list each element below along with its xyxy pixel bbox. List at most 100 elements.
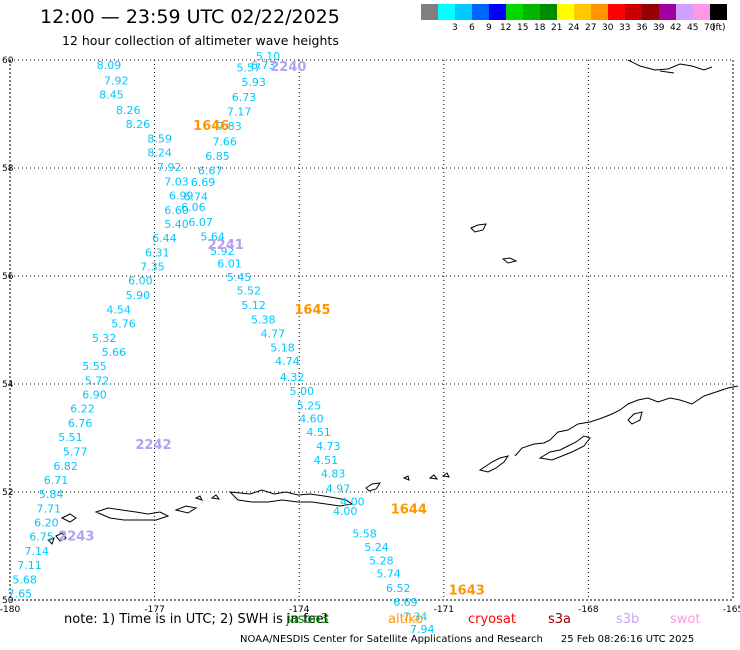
island-andreanof-group — [228, 489, 354, 507]
wave-height-value: 4.77 — [261, 328, 286, 341]
wave-height-value: 5.18 — [270, 342, 295, 355]
lon-tick-label: -171 — [434, 605, 454, 615]
legend-swatch — [421, 4, 438, 20]
aleutian-coastline — [47, 59, 739, 545]
legend-swatch — [710, 4, 727, 20]
wave-height-value: 6.99 — [169, 189, 194, 202]
wave-height-value: 6.31 — [145, 247, 170, 260]
lat-tick-label: 60 — [2, 56, 14, 66]
lat-lon-grid — [9, 59, 734, 601]
lon-tick-label: -177 — [144, 605, 164, 615]
legend-swatch — [557, 4, 574, 20]
legend-swatch — [472, 4, 489, 20]
wave-height-value: 6.90 — [82, 389, 107, 402]
wave-height-value: 5.66 — [102, 346, 127, 359]
lon-tick-label: -165 — [723, 605, 740, 615]
legend-swatch — [574, 4, 591, 20]
satellite-legend-s3a: s3a — [548, 612, 572, 627]
legend-label: 30 — [602, 23, 614, 33]
axis-tick-labels: -180 -177 -174 -171 -168 -165 60 58 56 54 52 50 — [0, 56, 740, 615]
wave-height-value: 5.58 — [352, 527, 377, 540]
wave-height-value: 4.83 — [321, 467, 346, 480]
legend-swatch — [676, 4, 693, 20]
legend-swatch — [523, 4, 540, 20]
wave-height-value: 5.93 — [241, 76, 265, 89]
credit-text: NOAA/NESDIS Center for Satellite Applica… — [240, 634, 543, 645]
wave-height-value: 5.38 — [251, 314, 276, 327]
wave-height-value: 5.77 — [63, 445, 88, 458]
lon-tick-label: -180 — [0, 605, 20, 615]
wave-height-value: 6.06 — [181, 201, 206, 214]
wave-height-value: 5.28 — [369, 554, 394, 567]
wave-height-value: 5.72 — [85, 375, 110, 388]
island-rat-islands — [94, 505, 198, 521]
wave-height-value: 7.92 — [157, 161, 182, 174]
wave-height-value: 5.52 — [237, 284, 261, 297]
wave-height-value: 4.00 — [333, 505, 358, 518]
wave-height-readings: 5.106.735.575.936.737.177.837.666.856.67… — [8, 50, 435, 636]
wave-height-value: 5.64 — [200, 230, 225, 243]
wave-height-value: 6.44 — [152, 232, 177, 245]
legend-label: 42 — [670, 23, 682, 33]
legend-label: 70 — [704, 23, 716, 33]
wave-height-value: 7.94 — [410, 623, 435, 636]
wave-height-value: 5.92 — [210, 245, 235, 258]
legend-label: 27 — [585, 23, 597, 33]
lat-tick-label: 56 — [2, 272, 14, 282]
legend-label: 9 — [486, 23, 492, 33]
satellite-legend-cryosat: cryosat — [468, 612, 516, 627]
wave-height-value: 6.52 — [386, 582, 411, 595]
wave-height-value: 7.65 — [8, 587, 33, 600]
wave-height-value: 6.07 — [188, 216, 213, 229]
units-note: note: 1) Time is in UTC; 2) SWH is in fe… — [64, 612, 329, 627]
wave-height-value: 4.51 — [306, 426, 331, 439]
satellite-legend-altiko: altiko — [388, 612, 424, 627]
legend-swatch — [693, 4, 710, 20]
wave-height-value: 8.09 — [97, 59, 122, 72]
legend-swatch — [608, 4, 625, 20]
wave-height-value: 4.74 — [275, 355, 300, 368]
wave-height-value: 6.67 — [198, 164, 223, 177]
wave-height-value: 6.71 — [44, 474, 69, 487]
wave-height-value: 7.03 — [164, 175, 189, 188]
wave-height-value: 5.55 — [82, 360, 107, 373]
wave-height-value: 5.84 — [39, 488, 64, 501]
wave-height-value: 8.24 — [147, 147, 172, 160]
legend-label: 24 — [568, 23, 580, 33]
credit-line: NOAA/NESDIS Center for Satellite Applica… — [240, 634, 694, 645]
island-small-scatter — [194, 475, 410, 501]
wave-height-value: 4.73 — [316, 440, 341, 453]
wave-height-value: 4.97 — [326, 483, 351, 496]
footer-note-bar: note: 1) Time is in UTC; 2) SWH is in fe… — [64, 612, 740, 630]
lat-tick-label: 54 — [2, 380, 14, 390]
wave-height-value: 5.32 — [92, 332, 117, 345]
satellite-legend-s3b: s3b — [616, 612, 640, 627]
wave-height-value: 8.59 — [147, 133, 172, 146]
wave-height-value: 4.32 — [280, 371, 305, 384]
wave-height-value: 5.90 — [126, 289, 150, 302]
timestamp: 25 Feb 08:26:16 UTC 2025 — [560, 634, 695, 645]
island-pribilof-stgeorge — [470, 223, 487, 233]
legend-swatch — [438, 4, 455, 20]
legend-label: 15 — [517, 23, 529, 33]
island-unimak-chain — [478, 385, 739, 473]
wave-height-value: 6.22 — [70, 403, 95, 416]
wave-height-value: 5.57 — [237, 61, 261, 74]
legend-label: 33 — [619, 23, 631, 33]
legend-label: 36 — [636, 23, 648, 33]
wave-height-value: 7.34 — [403, 611, 428, 624]
track-id-label: 1646 — [193, 119, 229, 134]
satellite-track-ids: 2240 1646 2241 1645 2242 1644 2243 1643 — [58, 60, 485, 599]
lon-tick-label: -168 — [578, 605, 599, 615]
wave-height-value: 5.51 — [58, 431, 82, 444]
legend-unit: (ft) — [712, 23, 726, 33]
satellite-legend-swot: swot — [670, 612, 701, 627]
wave-height-value: 5.74 — [376, 567, 401, 580]
island-near-islands — [47, 513, 77, 545]
legend-label: 18 — [534, 23, 546, 33]
wave-height-value: 7.66 — [212, 135, 237, 148]
track-id-label: 2243 — [58, 530, 94, 545]
island-akutan — [627, 411, 643, 425]
lat-tick-label: 52 — [2, 488, 13, 498]
